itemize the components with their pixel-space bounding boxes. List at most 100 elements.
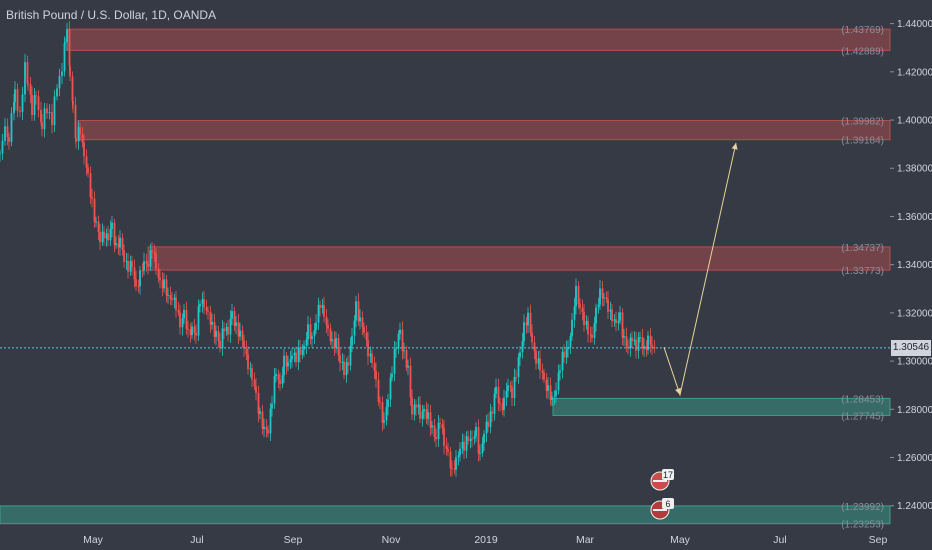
candle-body: [385, 407, 388, 421]
candle-body: [285, 355, 288, 367]
candle-body: [33, 95, 36, 116]
candle-body: [349, 345, 352, 366]
zone-upper-label: (1.28453): [841, 394, 884, 405]
candle-body: [481, 443, 484, 454]
candle-body: [377, 379, 380, 402]
candle-body: [471, 438, 473, 440]
candle-body: [357, 301, 360, 322]
zone-lower-label: (1.42889): [841, 46, 884, 57]
candle-body: [543, 372, 545, 380]
candle-body: [537, 358, 540, 364]
arrow-head: [675, 387, 681, 395]
candle-body: [149, 250, 152, 267]
candle-body: [239, 330, 241, 337]
candle-body: [105, 233, 108, 239]
candle-body: [37, 96, 40, 110]
candle-body: [217, 331, 220, 341]
candle-body: [447, 449, 449, 452]
candle-body: [429, 412, 432, 428]
candle-body: [245, 348, 248, 355]
candle-body: [495, 386, 497, 394]
candle-body: [83, 142, 85, 157]
candle-body: [559, 370, 561, 373]
candle-body: [74, 104, 77, 138]
candle-body: [309, 324, 312, 340]
candle-body: [311, 336, 313, 340]
candle-body: [473, 436, 476, 439]
candle-body: [241, 330, 244, 341]
candle-body: [24, 62, 26, 95]
candle-body: [281, 375, 284, 384]
y-tick-label: 1.26000: [897, 453, 932, 464]
candle-body: [653, 346, 656, 349]
candle-body: [465, 436, 468, 451]
candle-body: [605, 297, 608, 300]
candle-body: [26, 62, 29, 84]
candle-body: [587, 321, 589, 335]
zone-lower-label: (1.23253): [841, 520, 884, 531]
candle-body: [499, 403, 501, 405]
candle-body: [343, 361, 345, 376]
candle-body: [155, 253, 157, 269]
candle-body: [469, 438, 472, 441]
candle-body: [211, 321, 213, 325]
candle-body: [269, 408, 272, 434]
candle-body: [207, 310, 209, 312]
candle-body: [639, 337, 641, 339]
candle-body: [637, 337, 640, 351]
candle-body: [333, 339, 336, 348]
candle-body: [125, 261, 128, 263]
candle-body: [365, 332, 368, 340]
candle-body: [339, 355, 341, 363]
candle-body: [355, 301, 357, 321]
candle-body: [321, 304, 324, 308]
candle-body: [225, 326, 228, 332]
candle-body: [435, 436, 437, 440]
candle-body: [287, 362, 289, 367]
zone-lower-label: (1.33773): [841, 266, 884, 277]
candle-body: [203, 299, 205, 308]
candle-body: [1, 140, 4, 154]
candle-body: [31, 94, 33, 116]
candle-body: [363, 327, 365, 333]
candle-body: [457, 455, 460, 458]
candle-body: [437, 422, 440, 440]
candle-body: [173, 297, 176, 300]
candle-body: [79, 127, 81, 135]
candle-body: [329, 328, 332, 342]
candle-body: [21, 94, 24, 112]
candle-body: [10, 113, 13, 142]
candle-body: [259, 411, 261, 414]
candle-body: [277, 374, 280, 380]
candle-body: [191, 326, 193, 336]
candle-body: [265, 426, 268, 431]
candle-body: [603, 297, 605, 299]
event-count: 6: [665, 499, 670, 509]
candle-body: [611, 309, 613, 322]
candle-body: [517, 357, 520, 378]
candle-body: [307, 324, 309, 340]
candle-body: [99, 231, 101, 243]
x-tick-label: 2019: [474, 534, 498, 546]
x-tick-label: May: [670, 534, 691, 546]
candle-body: [91, 197, 93, 199]
candle-body: [331, 339, 333, 342]
candle-body: [233, 311, 236, 326]
candle-body: [139, 270, 141, 287]
candle-body: [165, 279, 168, 296]
candle-body: [405, 350, 408, 368]
candle-body: [497, 386, 500, 404]
candle-body: [399, 329, 401, 335]
candle-body: [341, 361, 344, 363]
candle-body: [171, 298, 173, 300]
candle-body: [289, 359, 292, 363]
candle-body: [51, 112, 53, 126]
candle-body: [19, 111, 21, 113]
candle-body: [72, 100, 74, 105]
candle-body: [6, 126, 9, 138]
candle-body: [351, 335, 353, 346]
candle-body: [229, 318, 232, 335]
event-badge: [662, 469, 674, 480]
candle-body: [133, 267, 136, 280]
